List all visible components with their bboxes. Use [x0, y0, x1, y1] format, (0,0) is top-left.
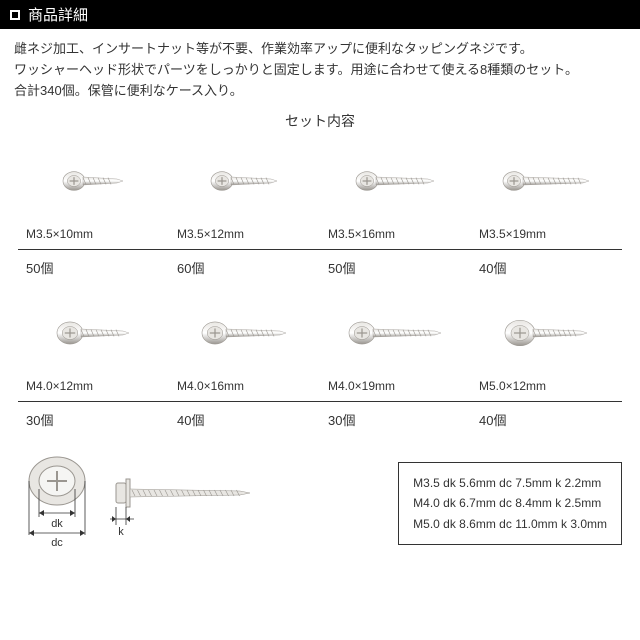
screw-image	[55, 291, 133, 375]
screw-cell: M5.0×12mm	[471, 291, 622, 399]
screw-size-label: M3.5×16mm	[328, 227, 395, 241]
header-square-icon	[10, 10, 20, 20]
screw-image	[503, 291, 591, 375]
header-bar: 商品詳細	[0, 0, 640, 29]
qty-label: 40個	[471, 258, 622, 277]
qty-row-1: 50個 60個 50個 40個	[0, 252, 640, 291]
screw-size-label: M3.5×10mm	[26, 227, 93, 241]
header-title: 商品詳細	[28, 4, 88, 25]
screw-grid-row1: M3.5×10mm M3.5×12mm	[0, 139, 640, 247]
qty-label: 40個	[471, 410, 622, 429]
desc-line-3: 合計340個。保管に便利なケース入り。	[14, 81, 626, 102]
screw-image	[354, 139, 438, 223]
screw-cell: M3.5×12mm	[169, 139, 320, 247]
screw-image	[61, 139, 127, 223]
diagram-top-view: dk dc	[18, 453, 96, 553]
screw-size-label: M3.5×19mm	[479, 227, 546, 241]
screw-size-label: M5.0×12mm	[479, 379, 546, 393]
qty-label: 50個	[18, 258, 169, 277]
qty-row-2: 30個 40個 30個 40個	[0, 404, 640, 443]
set-contents-title: セット内容	[0, 111, 640, 131]
screw-size-label: M4.0×16mm	[177, 379, 244, 393]
screw-cell: M3.5×10mm	[18, 139, 169, 247]
qty-label: 30個	[18, 410, 169, 429]
screw-image	[501, 139, 593, 223]
desc-line-1: 雌ネジ加工、インサートナット等が不要、作業効率アップに便利なタッピングネジです。	[14, 39, 626, 60]
dimension-diagrams: dk dc k	[18, 453, 260, 553]
screw-image	[200, 291, 290, 375]
screw-image	[209, 139, 281, 223]
spec-table: M3.5 dk 5.6mm dc 7.5mm k 2.2mm M4.0 dk 6…	[398, 462, 622, 545]
qty-label: 40個	[169, 410, 320, 429]
svg-text:dk: dk	[51, 518, 63, 530]
screw-cell: M4.0×19mm	[320, 291, 471, 399]
screw-size-label: M3.5×12mm	[177, 227, 244, 241]
spec-row: M5.0 dk 8.6mm dc 11.0mm k 3.0mm	[413, 514, 607, 534]
screw-size-label: M4.0×12mm	[26, 379, 93, 393]
spec-row: M4.0 dk 6.7mm dc 8.4mm k 2.5mm	[413, 493, 607, 513]
screw-cell: M4.0×16mm	[169, 291, 320, 399]
screw-grid-row2: M4.0×12mm M4.0×16mm	[0, 291, 640, 399]
svg-text:dc: dc	[51, 537, 63, 548]
qty-label: 60個	[169, 258, 320, 277]
description-block: 雌ネジ加工、インサートナット等が不要、作業効率アップに便利なタッピングネジです。…	[0, 29, 640, 107]
svg-text:k: k	[118, 526, 124, 538]
bottom-section: dk dc k M3.5 dk 5.6mm dc 7.5mm k 2.2mm M…	[0, 443, 640, 553]
screw-cell: M3.5×16mm	[320, 139, 471, 247]
divider	[18, 401, 622, 402]
screw-size-label: M4.0×19mm	[328, 379, 395, 393]
diagram-side-view: k	[110, 453, 260, 553]
screw-image	[347, 291, 445, 375]
qty-label: 50個	[320, 258, 471, 277]
screw-cell: M4.0×12mm	[18, 291, 169, 399]
screw-cell: M3.5×19mm	[471, 139, 622, 247]
spec-row: M3.5 dk 5.6mm dc 7.5mm k 2.2mm	[413, 473, 607, 493]
qty-label: 30個	[320, 410, 471, 429]
desc-line-2: ワッシャーヘッド形状でパーツをしっかりと固定します。用途に合わせて使える8種類の…	[14, 60, 626, 81]
divider	[18, 249, 622, 250]
